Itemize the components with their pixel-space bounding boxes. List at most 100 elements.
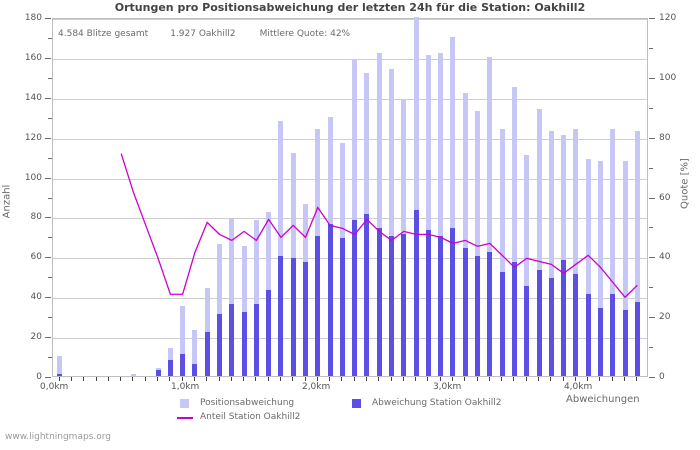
y-axis-right-tick: 0	[659, 372, 665, 382]
bar-group	[511, 17, 517, 376]
bar-positionsabweichung	[192, 330, 198, 376]
bar-positionsabweichung	[475, 110, 481, 376]
x-axis-tickmark	[157, 377, 159, 381]
x-axis-tickmark	[574, 377, 576, 381]
x-axis-tickmark	[243, 377, 245, 381]
legend-label-abweichung-station: Abweichung Station Oakhill2	[372, 398, 502, 408]
y-axis-left-tickmark	[45, 257, 51, 259]
bar-group	[438, 17, 444, 376]
bar-abweichung-station	[253, 304, 259, 376]
y-axis-left-minor-tick	[48, 37, 52, 39]
x-axis-tickmark	[83, 377, 85, 381]
bar-abweichung-station	[487, 252, 493, 376]
quote-line	[120, 153, 638, 299]
bar-positionsabweichung	[561, 134, 567, 376]
bar-group	[450, 17, 456, 376]
bar-group	[389, 17, 395, 376]
x-axis-tickmark	[415, 377, 417, 381]
gridline	[53, 138, 647, 140]
bar-abweichung-station	[352, 220, 358, 376]
bar-abweichung-station	[511, 262, 517, 376]
bar-abweichung-station	[561, 260, 567, 376]
bar-abweichung-station	[610, 294, 616, 376]
bar-group	[290, 17, 296, 376]
bar-group	[499, 17, 505, 376]
x-axis-tickmark	[451, 377, 453, 381]
y-axis-right-minor-tick	[649, 287, 653, 289]
x-axis-tickmark	[525, 377, 527, 381]
bar-positionsabweichung	[585, 158, 591, 376]
bar-abweichung-station	[413, 210, 419, 376]
y-axis-right-tickmark	[649, 137, 655, 139]
x-axis-tickmark	[562, 377, 564, 381]
y-axis-left-minor-tick	[48, 277, 52, 279]
chart-legend: Positionsabweichung Abweichung Station O…	[177, 396, 600, 424]
legend-swatch-positionsabweichung	[180, 399, 189, 408]
x-axis-tickmark	[624, 377, 626, 381]
bar-positionsabweichung	[622, 160, 628, 376]
bar-group	[352, 17, 358, 376]
y-axis-left-tick: 100	[24, 172, 42, 183]
x-axis-tickmark	[329, 377, 331, 381]
bar-group	[217, 17, 222, 376]
y-axis-left-tickmark	[45, 97, 51, 99]
bar-positionsabweichung	[241, 246, 247, 376]
bar-group	[585, 17, 591, 376]
bar-group	[229, 17, 235, 376]
gridline	[53, 258, 647, 260]
x-axis-tickmark	[378, 377, 380, 381]
annotation-station: 1.927 Oakhill2	[170, 29, 236, 39]
y-axis-right-tickmark	[649, 317, 655, 319]
bar-group	[155, 17, 161, 376]
x-axis-tickmark	[193, 377, 195, 381]
x-axis-tickmark	[636, 377, 638, 381]
bar-positionsabweichung	[634, 130, 640, 376]
bar-positionsabweichung	[130, 374, 136, 376]
bar-positionsabweichung	[462, 92, 468, 376]
y-axis-right-tick: 120	[659, 13, 677, 23]
x-axis-tickmark	[279, 377, 281, 381]
bar-group	[610, 17, 616, 376]
y-axis-right-tick: 80	[659, 132, 671, 143]
bar-group	[204, 17, 210, 376]
x-axis-tickmark	[267, 377, 269, 381]
x-axis-tickmark	[58, 377, 60, 381]
x-axis-tickmark	[120, 377, 122, 381]
y-axis-left-tick: 180	[24, 13, 42, 23]
bar-group	[487, 17, 493, 376]
bar-abweichung-station	[401, 234, 407, 376]
bar-group	[266, 17, 272, 376]
bar-group	[548, 17, 554, 376]
x-axis-tickmark	[206, 377, 208, 381]
bar-abweichung-station	[303, 262, 309, 376]
bar-abweichung-station	[438, 236, 444, 376]
y-axis-right-tick: 100	[659, 72, 677, 83]
x-axis-tickmark	[390, 377, 392, 381]
legend-swatch-abweichung-station	[352, 399, 361, 408]
bar-abweichung-station	[278, 256, 284, 376]
bar-abweichung-station	[229, 304, 235, 376]
bar-positionsabweichung	[278, 120, 284, 376]
y-axis-right-minor-tick	[649, 167, 653, 169]
bar-group	[413, 17, 419, 376]
bar-abweichung-station	[167, 360, 173, 376]
legend-label-anteil-station: Anteil Station Oakhill2	[200, 412, 301, 422]
gridline	[53, 298, 647, 300]
y-axis-left-tickmark	[45, 377, 51, 378]
bar-group	[253, 17, 259, 376]
y-axis-left: Anzahl 0 20 40 60 80 100 120 140 160 180	[0, 14, 52, 382]
bar-group	[57, 17, 63, 376]
y-axis-left-tick: 80	[30, 212, 42, 223]
y-axis-right-tick: 60	[659, 192, 671, 203]
x-axis-tickmark	[513, 377, 515, 381]
y-axis-left-minor-tick	[48, 197, 52, 199]
y-axis-right-tickmark	[649, 77, 655, 79]
x-axis-tickmark	[550, 377, 552, 381]
bar-abweichung-station	[524, 286, 530, 376]
x-axis-tickmark	[169, 377, 171, 381]
x-axis-tickmark	[538, 377, 540, 381]
y-axis-left-tick: 120	[24, 132, 42, 143]
x-axis-tick: 0,0km	[40, 382, 69, 392]
bar-positionsabweichung	[389, 68, 395, 376]
bar-abweichung-station	[585, 294, 591, 376]
